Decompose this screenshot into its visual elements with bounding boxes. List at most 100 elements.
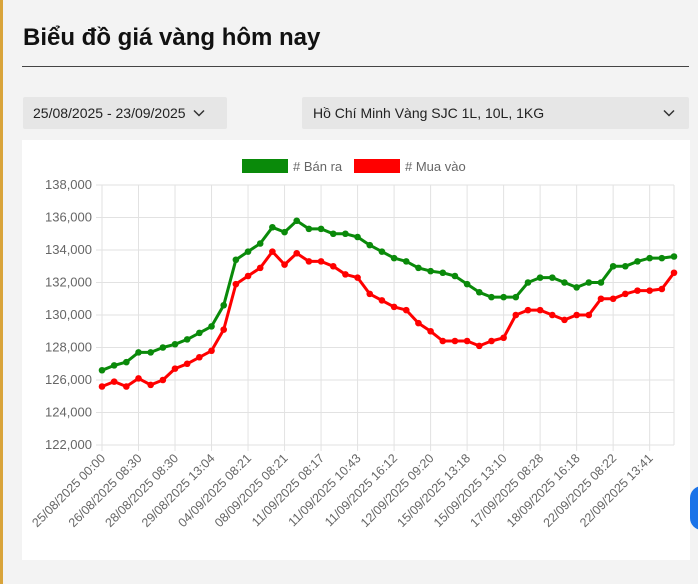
data-point (670, 269, 678, 277)
data-point (354, 274, 361, 281)
data-point (135, 375, 142, 382)
legend-swatch (242, 159, 288, 173)
data-point (573, 284, 580, 291)
data-point (256, 264, 264, 272)
data-point (244, 272, 252, 280)
chart-series (98, 217, 678, 390)
data-point (475, 288, 483, 296)
data-point (269, 248, 276, 255)
location-product-value: Hồ Chí Minh Vàng SJC 1L, 10L, 1KG (313, 105, 545, 121)
data-point (670, 253, 678, 260)
data-point (488, 293, 495, 301)
data-point (98, 383, 106, 390)
data-point (475, 342, 483, 350)
data-point (123, 358, 130, 366)
y-axis-ticks: 138,000 136,000 134,000 132,000 130,000 128,0… (45, 177, 92, 452)
data-point (585, 311, 593, 319)
data-point (548, 311, 556, 319)
data-point (415, 319, 422, 327)
data-point (402, 306, 410, 314)
data-point (171, 340, 179, 348)
chevron-down-icon (663, 109, 675, 117)
y-tick-label: 130,000 (45, 307, 92, 322)
data-point (317, 225, 325, 233)
data-point (293, 217, 301, 225)
data-point (342, 230, 349, 238)
data-point (171, 365, 179, 372)
data-point (512, 311, 520, 319)
data-point (524, 306, 532, 314)
data-point (609, 262, 617, 270)
legend-label: # Mua vào (405, 159, 466, 174)
data-point (561, 279, 568, 286)
price-chart-card: 138,000 136,000 134,000 132,000 130,000 128,0… (22, 140, 690, 560)
data-point (147, 381, 154, 389)
data-point (305, 258, 313, 265)
data-point (646, 254, 653, 262)
data-point (232, 280, 240, 288)
data-point (561, 316, 568, 324)
data-point (220, 326, 228, 333)
data-point (196, 329, 203, 337)
data-point (512, 293, 520, 301)
data-point (208, 347, 215, 355)
data-point (524, 279, 532, 286)
y-tick-label: 136,000 (45, 210, 92, 225)
left-accent-bar (0, 0, 3, 584)
data-point (196, 353, 203, 361)
data-point (342, 271, 349, 278)
data-point (123, 383, 130, 390)
data-point (232, 256, 240, 264)
title-divider (22, 66, 689, 67)
data-point (536, 274, 544, 281)
legend-swatch (354, 159, 400, 173)
data-point (281, 261, 288, 268)
data-point (622, 262, 629, 270)
data-point (536, 306, 544, 314)
data-point (463, 280, 471, 288)
chart-grid (96, 184, 675, 451)
y-tick-label: 134,000 (45, 242, 92, 257)
data-point (378, 248, 386, 255)
data-point (488, 337, 495, 345)
y-tick-label: 124,000 (45, 405, 92, 420)
data-point (293, 249, 301, 257)
data-point (208, 323, 215, 330)
data-point (390, 254, 398, 262)
floating-action-button[interactable] (690, 486, 698, 530)
data-point (500, 293, 507, 301)
price-line-chart: 138,000 136,000 134,000 132,000 130,000 128,0… (29, 159, 678, 530)
data-point (415, 264, 422, 272)
data-point (244, 248, 252, 255)
data-point (390, 303, 398, 311)
y-tick-label: 138,000 (45, 177, 92, 192)
y-tick-label: 132,000 (45, 275, 92, 290)
data-point (597, 279, 605, 286)
data-point (463, 337, 471, 345)
data-point (354, 233, 361, 241)
date-range-select[interactable]: 25/08/2025 - 23/09/2025 (23, 97, 227, 129)
data-point (548, 274, 556, 281)
data-point (305, 225, 313, 233)
data-point (585, 279, 593, 286)
data-point (402, 258, 410, 265)
data-point (451, 272, 459, 280)
data-point (658, 254, 666, 262)
data-point (366, 241, 374, 249)
location-product-select[interactable]: Hồ Chí Minh Vàng SJC 1L, 10L, 1KG (302, 97, 689, 129)
data-point (439, 337, 447, 345)
data-point (597, 295, 605, 303)
data-point (135, 349, 142, 356)
chart-legend: # Bán ra # Mua vào (242, 159, 466, 174)
legend-label: # Bán ra (293, 159, 343, 174)
data-point (183, 336, 191, 343)
data-point (147, 349, 154, 356)
y-tick-label: 126,000 (45, 372, 92, 387)
data-point (427, 327, 434, 335)
data-point (220, 301, 228, 309)
data-point (159, 344, 167, 351)
data-point (622, 290, 629, 298)
data-point (451, 337, 459, 345)
data-point (110, 362, 118, 369)
